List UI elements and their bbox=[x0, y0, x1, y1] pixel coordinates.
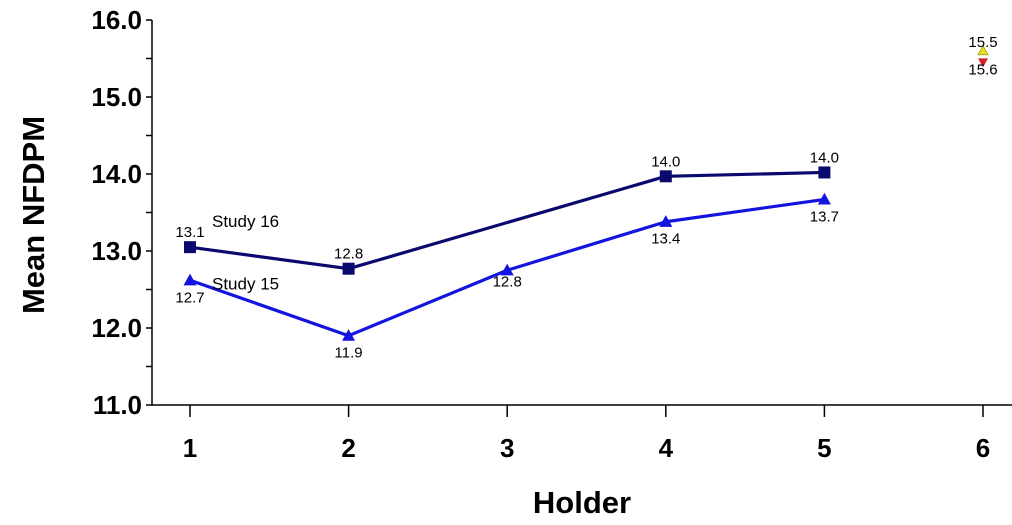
data-point-triangle bbox=[817, 192, 831, 205]
data-label: 12.7 bbox=[175, 289, 204, 306]
x-tick-label: 5 bbox=[817, 433, 831, 463]
data-label: 13.4 bbox=[651, 231, 680, 248]
data-point-square bbox=[342, 262, 355, 275]
data-label: 11.9 bbox=[335, 345, 363, 362]
y-tick-label: 14.0 bbox=[91, 159, 142, 189]
series-line bbox=[189, 170, 825, 271]
axes: 11.0 12.0 13.0 14.0 15.0 16.0 1 2 3 4 5 6 bbox=[91, 5, 1012, 463]
data-label: 12.8 bbox=[493, 273, 522, 290]
data-point-triangle-down bbox=[978, 58, 988, 68]
x-tick-label: 4 bbox=[659, 433, 674, 463]
x-axis-title: Holder bbox=[533, 485, 631, 520]
data-point-square bbox=[818, 166, 831, 179]
y-tick-label: 12.0 bbox=[91, 313, 142, 343]
data-label: 13.7 bbox=[810, 208, 839, 225]
series-name-label: Study 16 bbox=[212, 212, 279, 231]
y-tick-label: 16.0 bbox=[91, 5, 142, 35]
data-label: 12.8 bbox=[334, 246, 363, 263]
y-tick-label: 15.0 bbox=[91, 82, 142, 112]
x-tick-label: 6 bbox=[976, 433, 990, 463]
x-tick-label: 3 bbox=[500, 433, 514, 463]
y-tick-label: 13.0 bbox=[91, 236, 142, 266]
data-point-triangle bbox=[183, 273, 197, 286]
data-label: 15.6 bbox=[968, 61, 997, 78]
data-point-triangle bbox=[659, 215, 673, 227]
y-tick-label: 11.0 bbox=[93, 390, 142, 420]
data-point-square bbox=[184, 241, 196, 254]
data-label: 14.0 bbox=[651, 153, 680, 170]
y-axis-title: Mean NFDPM bbox=[16, 116, 51, 314]
x-tick-label: 2 bbox=[341, 433, 355, 463]
data-label: 15.5 bbox=[968, 34, 997, 51]
label-layer: 13.1 12.8 14.0 14.0 Study 16 12.7 11.9 12.8 13.4… bbox=[175, 34, 997, 362]
data-point-triangle bbox=[500, 263, 514, 276]
series-name-label: Study 15 bbox=[212, 274, 279, 293]
data-point-square bbox=[659, 170, 672, 183]
data-point-triangle bbox=[977, 45, 989, 56]
x-tick-label: 1 bbox=[183, 433, 197, 463]
series-layer bbox=[183, 45, 989, 341]
data-label: 14.0 bbox=[810, 149, 839, 166]
data-label: 13.1 bbox=[175, 224, 204, 241]
data-point-triangle bbox=[342, 329, 356, 341]
